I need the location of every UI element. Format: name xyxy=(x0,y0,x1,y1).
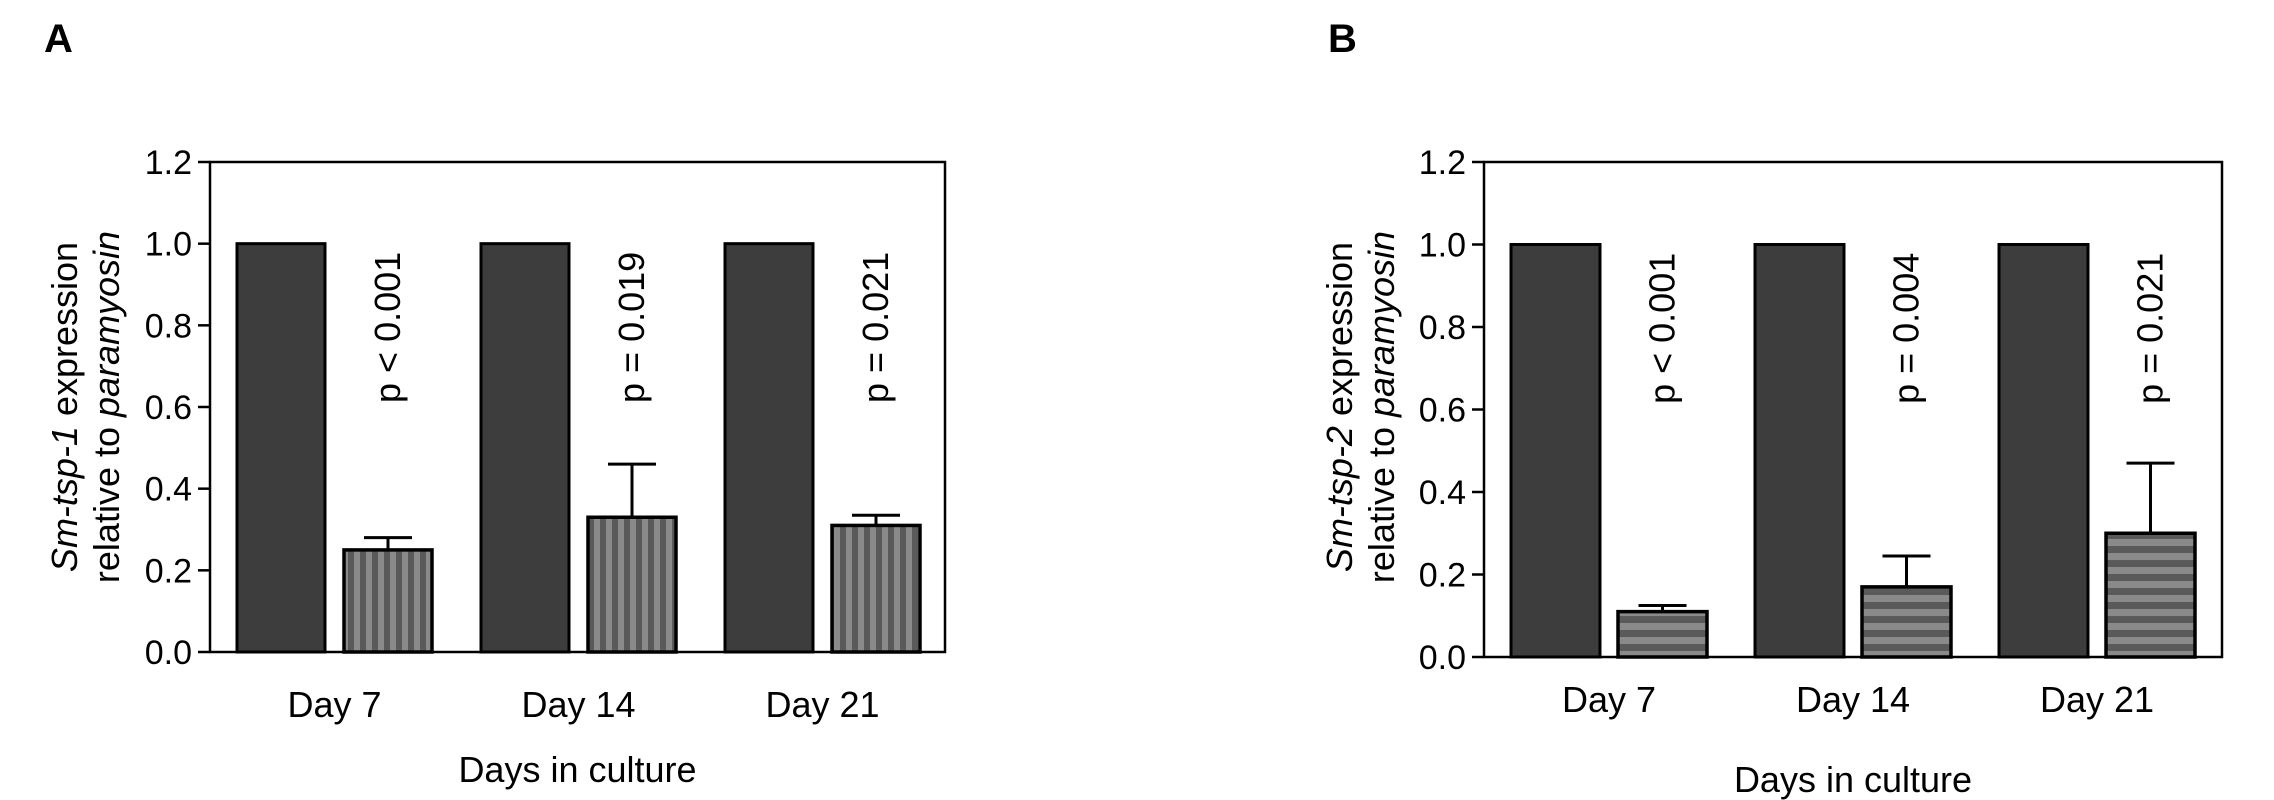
bar-control xyxy=(1753,243,1846,659)
bar-treated xyxy=(342,548,434,654)
y-axis-title-italic: Sm-tsp-2 xyxy=(1319,426,1360,572)
y-tick-label: 1.2 xyxy=(145,144,192,182)
x-axis-title: Days in culture xyxy=(1734,759,1972,800)
y-tick-label: 0.6 xyxy=(1419,392,1466,430)
bar-treated xyxy=(830,523,922,654)
bar-control xyxy=(1997,243,2090,659)
bar-control xyxy=(479,242,571,654)
y-tick-label: 0.0 xyxy=(145,634,192,672)
x-category-label: Day 14 xyxy=(1796,679,1910,720)
y-tick-label: 0.0 xyxy=(1419,639,1466,677)
y-tick-label: 0.8 xyxy=(1419,309,1466,347)
p-value-annotation: p = 0.021 xyxy=(2130,253,2171,404)
y-axis-title-line: relative to paramyosin xyxy=(1361,231,1402,583)
bar-group-day-14: p = 0.019 xyxy=(479,242,678,654)
chart-panel-a: A 0.0 0.2 0.4 0.6 0.8 1.0 1.2 p < 0.001 Day 7 p = … xyxy=(44,17,947,790)
bar-group-day-14: p = 0.004 xyxy=(1753,243,1953,659)
y-axis-title-text: expression xyxy=(1319,242,1360,426)
panel-letter: B xyxy=(1328,17,1357,61)
p-value-annotation: p = 0.019 xyxy=(611,252,652,403)
y-tick-label: 1.2 xyxy=(1419,144,1466,182)
x-category-label: Day 21 xyxy=(2040,679,2154,720)
x-category-label: Day 7 xyxy=(287,684,381,725)
p-value-annotation: p < 0.001 xyxy=(367,252,408,403)
bar-group-day-7: p < 0.001 xyxy=(1509,243,1709,659)
bar-treated xyxy=(1860,585,1953,659)
p-value-annotation: p = 0.004 xyxy=(1886,253,1927,404)
bar-group-day-21: p = 0.021 xyxy=(1997,243,2197,659)
y-tick-label: 0.8 xyxy=(145,307,192,345)
bar-control xyxy=(235,242,327,654)
y-axis-title-line: Sm-tsp-1 expression xyxy=(44,242,85,572)
y-axis-title-text: relative to xyxy=(86,417,127,583)
x-category-label: Day 21 xyxy=(765,684,879,725)
panel-letter: A xyxy=(44,17,73,61)
x-axis-title: Days in culture xyxy=(458,749,696,790)
p-value-annotation: p = 0.021 xyxy=(855,252,896,403)
bar-group-day-21: p = 0.021 xyxy=(723,242,922,654)
y-axis-title-line: Sm-tsp-2 expression xyxy=(1319,242,1360,572)
y-axis-title-text: expression xyxy=(44,242,85,426)
y-tick-label: 1.0 xyxy=(1419,227,1466,265)
x-category-label: Day 7 xyxy=(1562,679,1656,720)
bar-treated xyxy=(1616,609,1709,659)
y-tick-label: 0.4 xyxy=(145,471,192,509)
y-tick-label: 0.4 xyxy=(1419,474,1466,512)
y-axis-title-text: relative to xyxy=(1361,417,1402,583)
x-category-label: Day 14 xyxy=(521,684,635,725)
bar-treated xyxy=(2104,531,2197,659)
y-axis-title-italic: paramyosin xyxy=(86,231,127,418)
y-tick-label: 0.2 xyxy=(1419,557,1466,595)
bar-group-day-7: p < 0.001 xyxy=(235,242,434,654)
y-axis-title-line: relative to paramyosin xyxy=(86,231,127,583)
bar-control xyxy=(723,242,815,654)
y-tick-label: 0.2 xyxy=(145,552,192,590)
y-axis-title-italic: paramyosin xyxy=(1361,231,1402,418)
y-tick-label: 1.0 xyxy=(145,226,192,264)
bar-treated xyxy=(586,515,678,654)
chart-panel-b: B 0.0 0.2 0.4 0.6 0.8 1.0 1.2 p < 0.001 Day 7 p = … xyxy=(1319,17,2224,800)
bar-control xyxy=(1509,243,1602,659)
y-tick-label: 0.6 xyxy=(145,389,192,427)
y-axis-title-italic: Sm-tsp-1 xyxy=(44,426,85,572)
p-value-annotation: p < 0.001 xyxy=(1642,253,1683,404)
